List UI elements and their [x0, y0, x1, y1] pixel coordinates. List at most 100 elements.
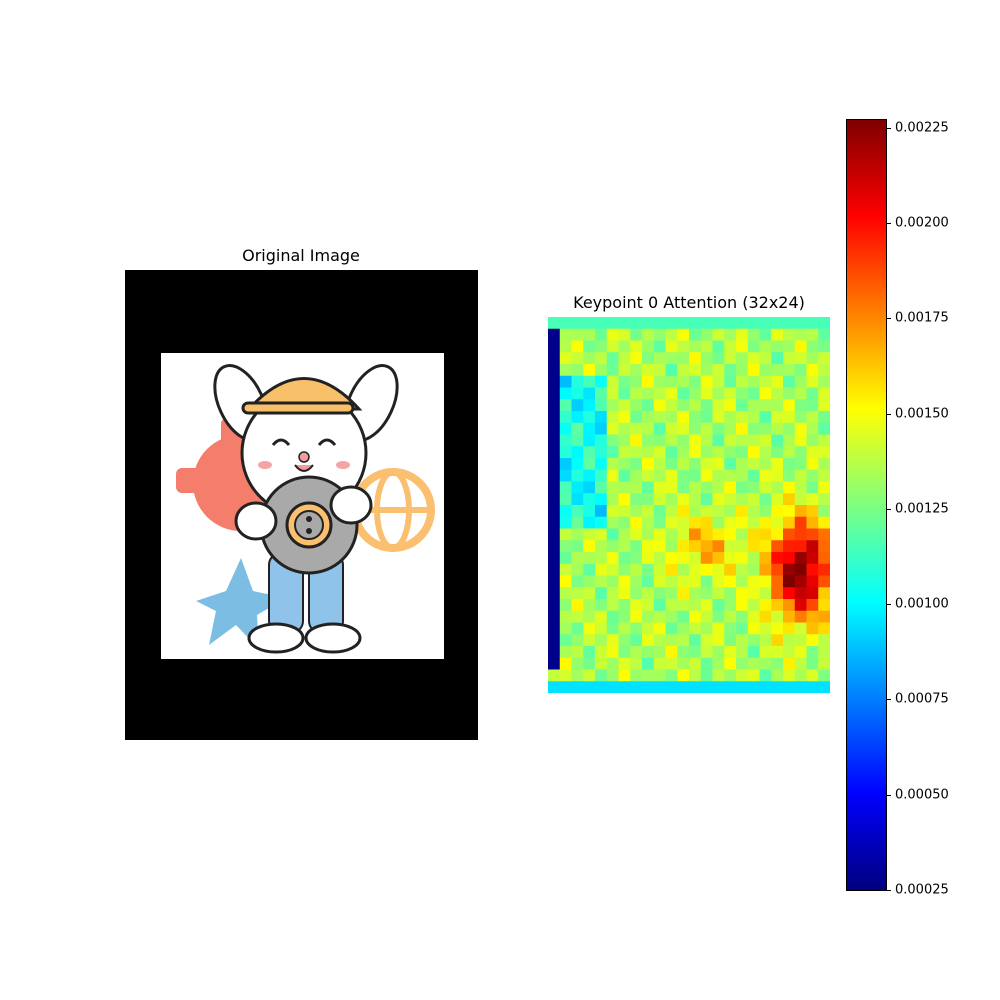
heatmap-cell: [771, 352, 784, 365]
heatmap-cell: [583, 481, 596, 494]
heatmap-cell: [571, 340, 584, 353]
heatmap-cell: [606, 634, 620, 647]
heatmap-cell: [736, 469, 749, 483]
heatmap-cell: [818, 669, 830, 682]
heatmap-cell: [724, 646, 737, 659]
heatmap-cell: [794, 446, 808, 459]
heatmap-cell: [712, 375, 725, 389]
heatmap-cell: [759, 634, 772, 647]
heatmap-cell: [724, 469, 737, 483]
heatmap-cell: [783, 575, 796, 588]
colorbar-tick: [886, 508, 891, 510]
heatmap-cell: [583, 528, 596, 541]
heatmap-cell: [642, 328, 655, 342]
heatmap-cell: [618, 375, 631, 389]
heatmap-cell: [712, 317, 725, 330]
heatmap-cell: [571, 516, 584, 530]
heatmap-cell: [630, 387, 643, 400]
heatmap-cell: [618, 328, 631, 342]
bunny-engineer-with-gear-icon: [176, 364, 435, 654]
heatmap-cell: [642, 340, 655, 353]
heatmap-cell: [653, 469, 667, 483]
heatmap-cell: [642, 587, 655, 600]
heatmap-cell: [653, 622, 667, 635]
heatmap-cell: [700, 328, 714, 342]
heatmap-cell: [818, 434, 830, 447]
heatmap-cell: [689, 458, 702, 471]
heatmap-cell: [606, 469, 620, 483]
heatmap-cell: [759, 469, 772, 483]
heatmap-cell: [771, 328, 784, 342]
heatmap-cell: [689, 481, 702, 494]
heatmap-cell: [771, 375, 784, 389]
heatmap-cell: [712, 587, 725, 600]
heatmap-cell: [759, 646, 772, 659]
heatmap-cell: [571, 493, 584, 506]
heatmap-cell: [595, 434, 608, 447]
heatmap-cell: [630, 352, 643, 365]
heatmap-cell: [783, 657, 796, 671]
heatmap-cell: [771, 528, 784, 541]
heatmap-cell: [759, 446, 772, 459]
heatmap-cell: [559, 340, 573, 353]
heatmap-cell: [736, 317, 749, 330]
heatmap-cell: [759, 563, 772, 577]
heatmap-cell: [571, 411, 584, 424]
heatmap-cell: [665, 434, 678, 447]
heatmap-cell: [759, 657, 772, 671]
heatmap-cell: [818, 657, 830, 671]
heatmap-cell: [548, 446, 561, 459]
heatmap-cell: [642, 552, 655, 565]
heatmap-cell: [642, 599, 655, 612]
heatmap-cell: [724, 411, 737, 424]
heatmap-cell: [665, 458, 678, 471]
heatmap-cell: [583, 610, 596, 624]
heatmap-cell: [548, 528, 561, 541]
heatmap-cell: [806, 446, 819, 459]
heatmap-cell: [689, 669, 702, 682]
heatmap-cell: [689, 352, 702, 365]
heatmap-cell: [618, 352, 631, 365]
heatmap-cell: [559, 422, 573, 436]
heatmap-cell: [559, 364, 573, 377]
heatmap-cell: [712, 610, 725, 624]
heatmap-cell: [571, 657, 584, 671]
heatmap-cell: [571, 317, 584, 330]
heatmap-cell: [618, 317, 631, 330]
heatmap-cell: [559, 505, 573, 518]
heatmap-cell: [653, 599, 667, 612]
heatmap-cell: [653, 317, 667, 330]
heatmap-cell: [818, 634, 830, 647]
heatmap-cell: [689, 646, 702, 659]
heatmap-cell: [747, 469, 761, 483]
heatmap-cell: [736, 399, 749, 412]
heatmap-cell: [665, 563, 678, 577]
heatmap-cell: [783, 399, 796, 412]
heatmap-cell: [618, 434, 631, 447]
heatmap-cell: [771, 364, 784, 377]
heatmap-cell: [771, 446, 784, 459]
heatmap-cell: [571, 540, 584, 553]
heatmap-cell: [818, 587, 830, 600]
heatmap-cell: [583, 458, 596, 471]
heatmap-cell: [700, 317, 714, 330]
heatmap-cell: [712, 364, 725, 377]
heatmap-cell: [806, 646, 819, 659]
heatmap-cell: [642, 657, 655, 671]
heatmap-cell: [618, 657, 631, 671]
heatmap-cell: [642, 411, 655, 424]
heatmap-cell: [747, 681, 761, 693]
original-image-panel: [125, 270, 478, 740]
heatmap-cell: [736, 552, 749, 565]
heatmap-cell: [806, 622, 819, 635]
heatmap-cell: [700, 563, 714, 577]
heatmap-cell: [700, 552, 714, 565]
heatmap-cell: [783, 411, 796, 424]
heatmap-cell: [653, 681, 667, 693]
heatmap-cell: [653, 657, 667, 671]
heatmap-cell: [783, 516, 796, 530]
heatmap-cell: [665, 399, 678, 412]
heatmap-cell: [747, 657, 761, 671]
heatmap-cell: [794, 469, 808, 483]
heatmap-cell: [712, 599, 725, 612]
